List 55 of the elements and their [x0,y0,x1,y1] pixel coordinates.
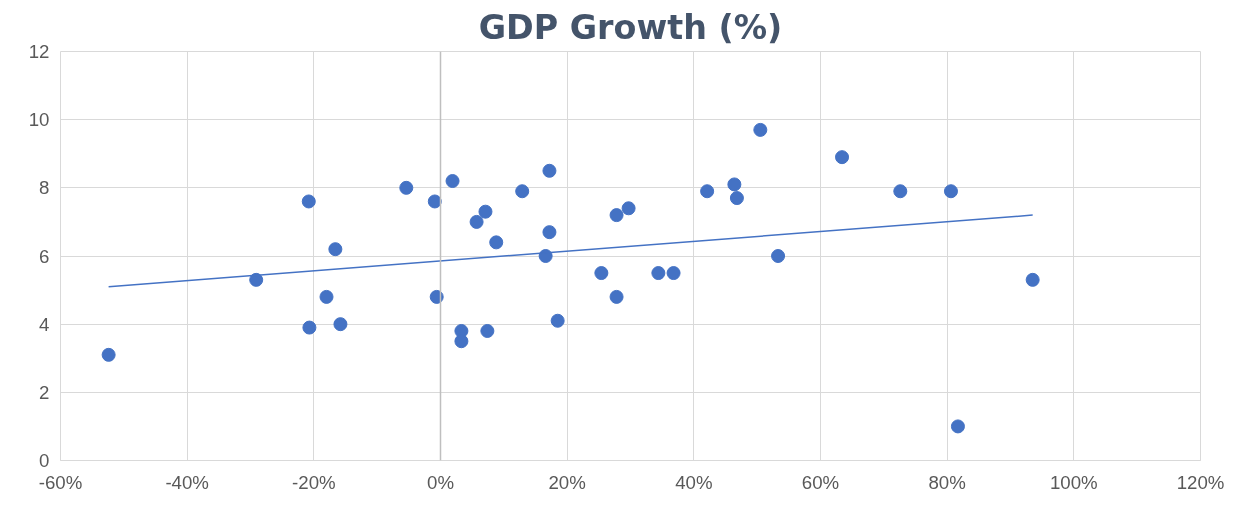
y-tick-label: 6 [39,245,50,267]
point [729,191,744,206]
x-tick-label: 120% [1176,471,1225,493]
point [445,174,460,188]
y-tick-label: 2 [39,381,50,403]
point [771,249,786,263]
point [666,266,681,281]
point [302,320,317,335]
point [489,235,504,250]
point [480,324,495,338]
y-tick-label: 10 [28,109,50,131]
point [542,225,557,240]
point [700,184,715,199]
point [1025,272,1040,287]
x-tick-label: -40% [165,471,209,493]
x-tick-label: -20% [292,471,336,493]
x-tick-label: 40% [675,471,713,493]
point [454,334,469,349]
point [319,289,334,304]
point [515,184,530,199]
point [429,289,444,304]
point [542,163,557,178]
point [469,214,484,229]
point [893,184,908,199]
x-tick-label: 20% [548,471,586,493]
point [249,272,264,287]
x-tick-label: 80% [928,471,966,493]
point [550,313,565,328]
x-tick-label: 0% [427,471,454,493]
x-tick-label: 100% [1049,471,1098,493]
point [651,266,666,281]
point [538,249,553,263]
point [950,419,965,434]
y-tick-label: 0 [39,450,50,471]
y-tick-label: 12 [28,41,50,62]
point [478,204,493,219]
point [727,177,742,192]
x-tick-label: -60% [38,471,83,493]
point [101,347,116,362]
point [399,180,414,195]
point [753,122,768,137]
y-tick-label: 4 [39,313,50,335]
point [333,317,348,332]
point [594,266,609,281]
point [301,194,316,209]
point [621,201,636,216]
point [609,289,624,304]
point [609,208,624,223]
point [835,150,850,165]
y-tick-label: 8 [39,177,50,199]
x-tick-label: 60% [801,471,840,493]
chart-title: GDP Growth (%) [478,7,783,47]
point [427,194,442,209]
point [943,184,958,199]
point [328,242,343,257]
